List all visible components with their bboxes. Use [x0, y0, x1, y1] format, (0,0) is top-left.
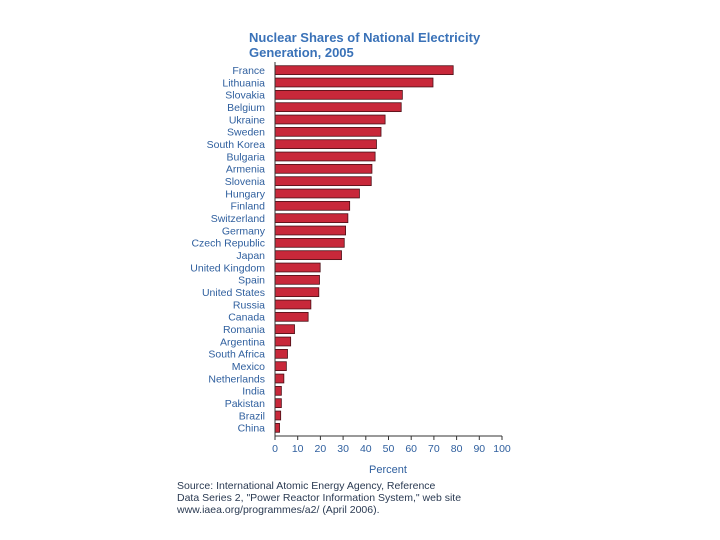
- bar-lithuania: [274, 77, 434, 88]
- chart-title-line-1: Nuclear Shares of National Electricity: [249, 30, 481, 45]
- bar-czech-republic: [274, 237, 345, 248]
- bar-united-states: [274, 287, 320, 298]
- bar-spain: [274, 274, 320, 285]
- bar-france: [274, 65, 454, 76]
- category-label: Czech Republic: [191, 238, 265, 250]
- category-label: Hungary: [225, 188, 265, 200]
- bar-romania: [274, 324, 295, 335]
- category-label: China: [238, 423, 266, 435]
- category-label: Netherlands: [208, 373, 265, 385]
- category-label: Russia: [233, 299, 265, 311]
- category-label: Ukraine: [229, 114, 265, 126]
- x-axis-label: Percent: [369, 464, 407, 476]
- x-tick-label: 60: [405, 443, 417, 455]
- x-tick-label: 10: [292, 443, 304, 455]
- category-label: Pakistan: [225, 398, 265, 410]
- bar-germany: [274, 225, 346, 236]
- category-label: Switzerland: [211, 213, 265, 225]
- bar-united-kingdom: [274, 262, 321, 273]
- category-label: Bulgaria: [226, 151, 265, 163]
- category-labels: FranceLithuaniaSlovakiaBelgiumUkraineSwe…: [190, 65, 265, 435]
- bar-mexico: [274, 361, 287, 372]
- category-label: Slovakia: [225, 90, 265, 102]
- x-tick-label: 40: [360, 443, 372, 455]
- category-label: Sweden: [227, 127, 265, 139]
- bar-switzerland: [274, 213, 349, 224]
- bar-south-africa: [274, 348, 288, 359]
- category-label: Canada: [228, 312, 265, 324]
- category-label: Slovenia: [225, 176, 265, 188]
- category-label: South Africa: [208, 349, 265, 361]
- bar-slovenia: [274, 176, 372, 187]
- bar-ukraine: [274, 114, 386, 125]
- bar-sweden: [274, 126, 382, 137]
- bar-netherlands: [274, 373, 285, 384]
- category-label: United States: [202, 287, 265, 299]
- source-line-3: www.iaea.org/programmes/a2/ (April 2006)…: [177, 504, 380, 516]
- category-label: South Korea: [207, 139, 266, 151]
- category-label: Argentina: [220, 336, 265, 348]
- chart-title: Nuclear Shares of National Electricity G…: [249, 30, 549, 60]
- category-label: Brazil: [239, 410, 265, 422]
- category-label: United Kingdom: [190, 262, 265, 274]
- bar-india: [274, 385, 282, 396]
- category-label: Japan: [236, 250, 265, 262]
- bar-bulgaria: [274, 151, 376, 162]
- category-label: Mexico: [232, 361, 265, 373]
- x-axis: 0 10 20 30 40 50 60 70 80 90 100: [272, 62, 511, 455]
- x-tick-label: 20: [315, 443, 327, 455]
- chart-title-line-2: Generation, 2005: [249, 45, 354, 60]
- category-label: Romania: [223, 324, 265, 336]
- category-label: Germany: [222, 225, 266, 237]
- bar-slovakia: [274, 89, 403, 100]
- category-label: Finland: [231, 201, 266, 213]
- bar-pakistan: [274, 398, 282, 409]
- bar-russia: [274, 299, 312, 310]
- x-tick-label: 80: [451, 443, 463, 455]
- source-line-1: Source: International Atomic Energy Agen…: [177, 480, 436, 492]
- x-tick-label: 30: [337, 443, 349, 455]
- x-tick-label: 100: [493, 443, 511, 455]
- bars-group: [274, 65, 454, 433]
- category-label: Spain: [238, 275, 265, 287]
- x-tick-label: 70: [428, 443, 440, 455]
- bar-argentina: [274, 336, 292, 347]
- bar-finland: [274, 200, 351, 211]
- bar-hungary: [274, 188, 360, 199]
- bar-armenia: [274, 163, 373, 174]
- category-label: Belgium: [227, 102, 265, 114]
- category-label: Armenia: [226, 164, 265, 176]
- bar-south-korea: [274, 139, 377, 150]
- source-note: Source: International Atomic Energy Agen…: [177, 480, 517, 516]
- source-line-2: Data Series 2, "Power Reactor Informatio…: [177, 492, 462, 504]
- category-label: France: [232, 65, 265, 77]
- bar-belgium: [274, 102, 402, 113]
- bar-brazil: [274, 410, 282, 421]
- bar-china: [274, 422, 280, 433]
- category-label: India: [242, 386, 265, 398]
- x-tick-label: 90: [473, 443, 485, 455]
- bar-japan: [274, 250, 342, 261]
- bar-canada: [274, 311, 309, 322]
- x-tick-label: 0: [272, 443, 278, 455]
- category-label: Lithuania: [222, 77, 265, 89]
- x-tick-label: 50: [383, 443, 395, 455]
